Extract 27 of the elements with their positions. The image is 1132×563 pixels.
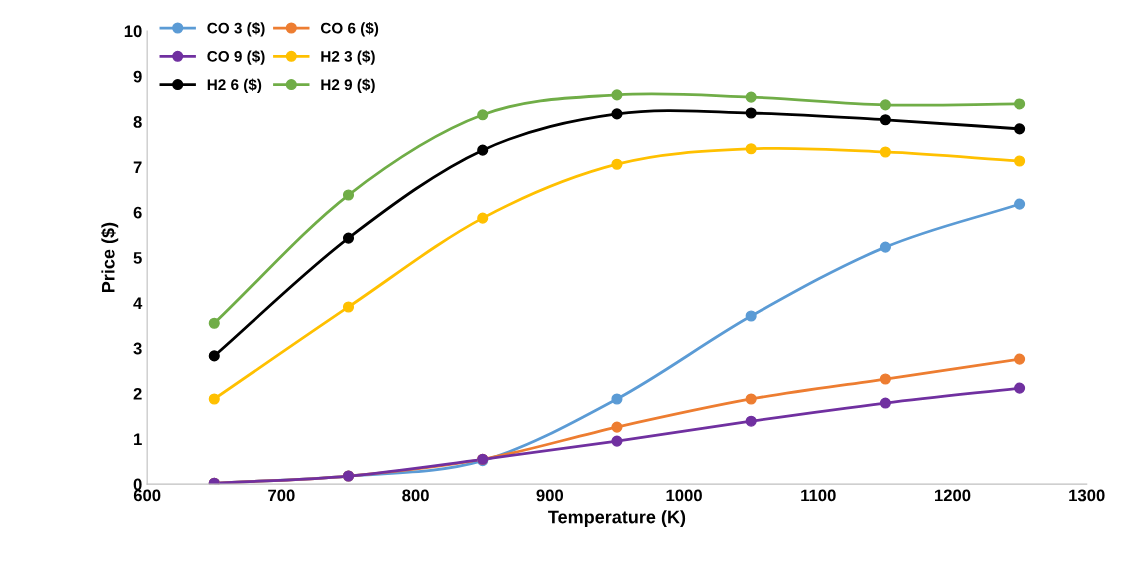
y-tick-label: 1 [134, 433, 142, 445]
x-tick-label: 700 [268, 489, 295, 502]
y-tick-label: 9 [133, 70, 142, 83]
x-tick-label: 1200 [935, 489, 971, 502]
x-tick-label: 600 [133, 489, 161, 502]
y-tick-label: 6 [133, 206, 142, 219]
legend-label: H2 9 ($) [321, 78, 375, 94]
y-tick-label: 8 [133, 116, 142, 128]
legend-label: H2 6 ($) [207, 78, 262, 94]
y-tick-label: 10 [124, 25, 142, 38]
legend-label: H2 3 ($) [321, 50, 375, 65]
x-tick-label: 1300 [1069, 489, 1105, 502]
y-axis-title: Price ($) [101, 222, 119, 292]
x-tick-label: 900 [536, 489, 564, 502]
x-tick-label: 1100 [801, 489, 836, 502]
y-tick-label: 5 [133, 252, 142, 264]
x-tick-label: 1000 [666, 489, 702, 502]
legend-label: CO 3 ($) [207, 22, 265, 37]
y-tick-label: 0 [133, 478, 142, 491]
y-tick-label: 4 [133, 297, 143, 309]
legend-label: CO 6 ($) [320, 22, 379, 37]
x-tick-label: 800 [402, 489, 429, 502]
y-tick-label: 7 [133, 161, 142, 173]
legend-label: CO 9 ($) [207, 50, 265, 65]
y-tick-label: 3 [133, 342, 142, 355]
y-tick-label: 2 [133, 387, 142, 400]
x-axis-title: Temperature (K) [548, 510, 686, 527]
